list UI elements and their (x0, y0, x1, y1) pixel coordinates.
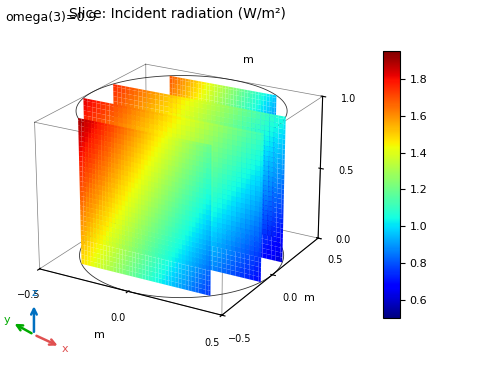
Text: z: z (31, 288, 37, 298)
Text: x: x (62, 344, 69, 354)
Title: Slice: Incident radiation (W/m²): Slice: Incident radiation (W/m²) (69, 6, 285, 20)
Text: y: y (4, 315, 11, 325)
Text: omega(3)=0.9: omega(3)=0.9 (5, 11, 96, 24)
